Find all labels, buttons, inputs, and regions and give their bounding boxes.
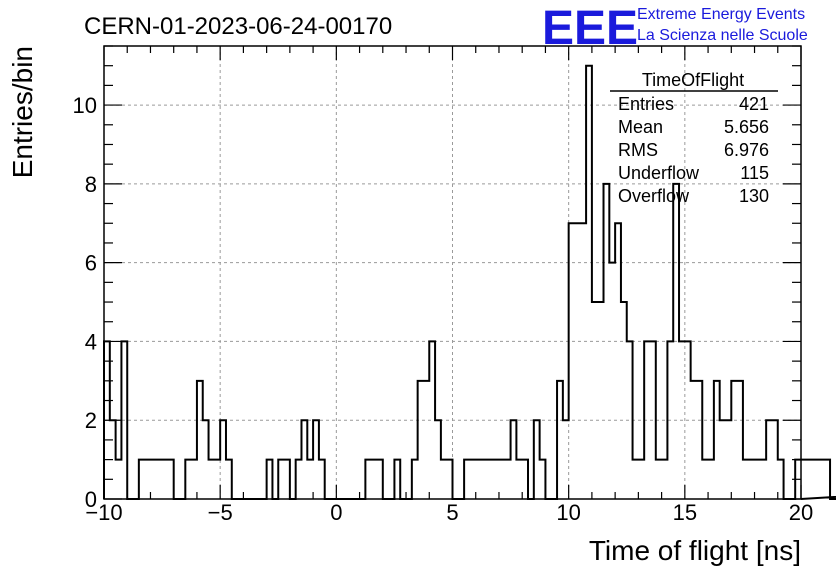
stats-value: 115 [740,163,769,183]
x-tick-label: 10 [556,500,580,525]
x-tick-labels: −10 −5 0 5 10 15 20 [85,500,813,525]
stats-box: TimeOfFlight Entries 421 Mean 5.656 RMS … [610,70,778,206]
x-tick-label: −10 [85,500,122,525]
stats-label: Underflow [618,163,700,183]
stats-value: 421 [739,94,769,114]
run-title: CERN-01-2023-06-24-00170 [84,13,392,40]
y-tick-label: 6 [85,251,97,276]
y-tick-label: 4 [85,329,97,354]
x-tick-label: 20 [789,500,813,525]
x-tick-label: 0 [330,500,342,525]
eee-logo: EEE [542,2,638,55]
x-axis-label: Time of flight [ns] [589,535,801,566]
stats-value: 5.656 [724,117,769,137]
y-tick-label: 10 [73,93,97,118]
logo-line-2: La Scienza nelle Scuole [637,27,808,44]
logo-line-1: Extreme Energy Events [637,6,805,23]
histogram-series [103,64,836,500]
x-tick-label: 5 [446,500,458,525]
y-tick-label: 0 [85,487,97,512]
y-tick-label: 2 [85,408,97,433]
stats-title: TimeOfFlight [642,70,744,90]
y-tick-label: 8 [85,172,97,197]
axis-ticks [103,45,802,500]
x-tick-label: 15 [673,500,697,525]
stats-label: Mean [618,117,663,137]
x-tick-label: −5 [208,500,233,525]
y-tick-labels: 0 2 4 6 8 10 [73,93,97,512]
stats-value: 130 [739,186,769,206]
stats-label: RMS [618,140,658,160]
stats-value: 6.976 [724,140,769,160]
stats-label: Entries [618,94,674,114]
stats-label: Overflow [618,186,690,206]
y-axis-label: Entries/bin [7,46,38,178]
